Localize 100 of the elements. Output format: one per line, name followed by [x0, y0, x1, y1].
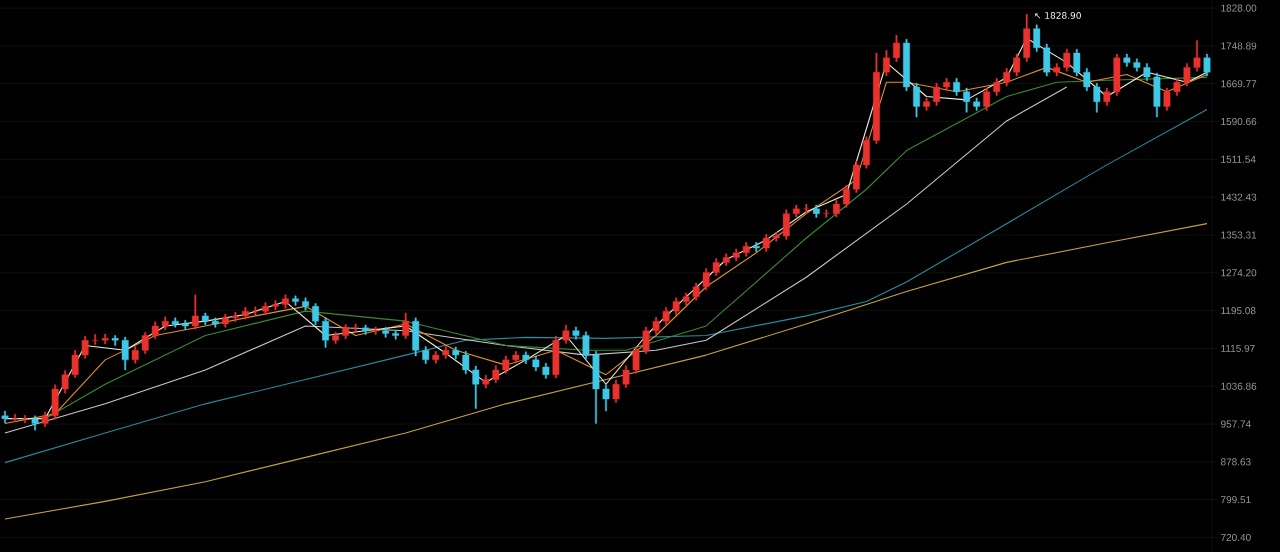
candlestick — [131, 346, 139, 364]
y-tick-label: 1432.43 — [1221, 193, 1257, 201]
candlestick — [953, 78, 960, 96]
candlestick — [342, 324, 349, 340]
y-tick-label: 1590.66 — [1221, 118, 1257, 126]
candlestick — [542, 363, 550, 379]
candlestick — [412, 317, 420, 357]
candlestick — [742, 242, 750, 257]
candlestick — [582, 331, 590, 360]
candlestick — [532, 355, 540, 372]
candlestick — [782, 209, 790, 240]
candlestick — [1023, 14, 1031, 62]
y-tick-label: 799.51 — [1221, 496, 1251, 504]
candlestick — [302, 297, 309, 311]
candlestick — [923, 97, 930, 111]
candlestick — [903, 38, 910, 91]
line-series — [4, 86, 1068, 434]
candlestick — [1093, 82, 1101, 113]
candlestick — [1003, 68, 1011, 87]
candlestick — [572, 326, 580, 340]
candlestick — [1073, 49, 1081, 77]
y-tick-label: 1274.20 — [1221, 269, 1257, 277]
candlestick — [1123, 53, 1131, 67]
line-series — [4, 108, 1208, 464]
candlestick — [1013, 53, 1021, 77]
y-tick-label: 1115.97 — [1221, 344, 1255, 352]
candlestick — [853, 160, 860, 193]
candlestick — [1143, 63, 1151, 81]
candlestick — [362, 324, 370, 335]
candlestick — [402, 312, 410, 340]
candlestick — [1133, 58, 1141, 72]
candlestick — [262, 302, 269, 315]
candlestick — [1153, 72, 1161, 118]
y-tick-label: 1036.86 — [1221, 382, 1257, 390]
candlestick — [963, 87, 970, 113]
candlestick — [1113, 53, 1121, 96]
candlestick — [1, 410, 9, 424]
candlestick — [211, 317, 219, 328]
candlestick — [41, 411, 49, 427]
candlestick — [883, 49, 890, 77]
candlestick — [472, 365, 480, 409]
candlestick — [422, 346, 430, 364]
candlestick — [712, 258, 720, 276]
candlestick — [21, 415, 29, 424]
candlestick — [822, 209, 830, 218]
candlestick — [352, 323, 359, 333]
candlestick — [1053, 63, 1061, 77]
candlestick — [221, 313, 229, 328]
candlestick — [522, 351, 530, 364]
candlestick — [622, 365, 630, 388]
candlestick — [242, 307, 249, 320]
candlestick — [292, 295, 299, 306]
candlestick — [252, 306, 259, 316]
candlestick — [812, 204, 820, 218]
candlestick — [873, 52, 880, 145]
candlestick — [772, 232, 780, 242]
candlestick — [171, 317, 179, 328]
candlestick — [312, 303, 319, 326]
candlestick — [562, 324, 570, 344]
candlestick — [462, 351, 470, 374]
candlestick — [652, 317, 660, 335]
candlestick — [983, 87, 991, 111]
candlestick — [702, 268, 710, 291]
candlestick — [672, 297, 680, 315]
candlestick — [31, 415, 39, 431]
candlestick — [372, 326, 380, 335]
candlestick — [81, 335, 89, 359]
candlestick — [752, 242, 760, 253]
candlestick — [913, 82, 920, 118]
y-tick-label: 1748.89 — [1221, 42, 1257, 50]
candlestick — [1083, 68, 1091, 91]
candlestick — [282, 294, 289, 309]
candlestick — [802, 203, 810, 214]
candlestick — [1043, 43, 1051, 77]
candlestick — [893, 35, 900, 62]
candlestick — [482, 374, 490, 389]
y-tick-label: 1669.77 — [1221, 80, 1257, 88]
candlestick — [502, 355, 510, 374]
candlestick — [272, 300, 279, 310]
candlestick — [612, 379, 620, 403]
candlestick — [762, 233, 770, 252]
candlestick — [632, 346, 640, 374]
annotation: ↖ 1828.90 — [1035, 12, 1081, 19]
candlestick — [432, 351, 440, 364]
candlestick — [512, 351, 520, 364]
line-series — [4, 223, 1208, 520]
candlestick — [452, 346, 460, 360]
candlestick — [1183, 63, 1191, 87]
y-tick-label: 1195.08 — [1221, 307, 1256, 315]
candlestick — [11, 414, 19, 423]
y-tick-label: 720.40 — [1221, 533, 1251, 542]
candlestick — [943, 78, 950, 91]
candlestick — [111, 335, 119, 346]
candlestick — [722, 253, 730, 266]
candlestick — [61, 370, 69, 394]
candlestick — [692, 282, 700, 301]
candlestick — [231, 311, 239, 322]
candlestick — [442, 346, 450, 359]
candlestick — [993, 78, 1001, 96]
candlestick — [492, 365, 500, 384]
